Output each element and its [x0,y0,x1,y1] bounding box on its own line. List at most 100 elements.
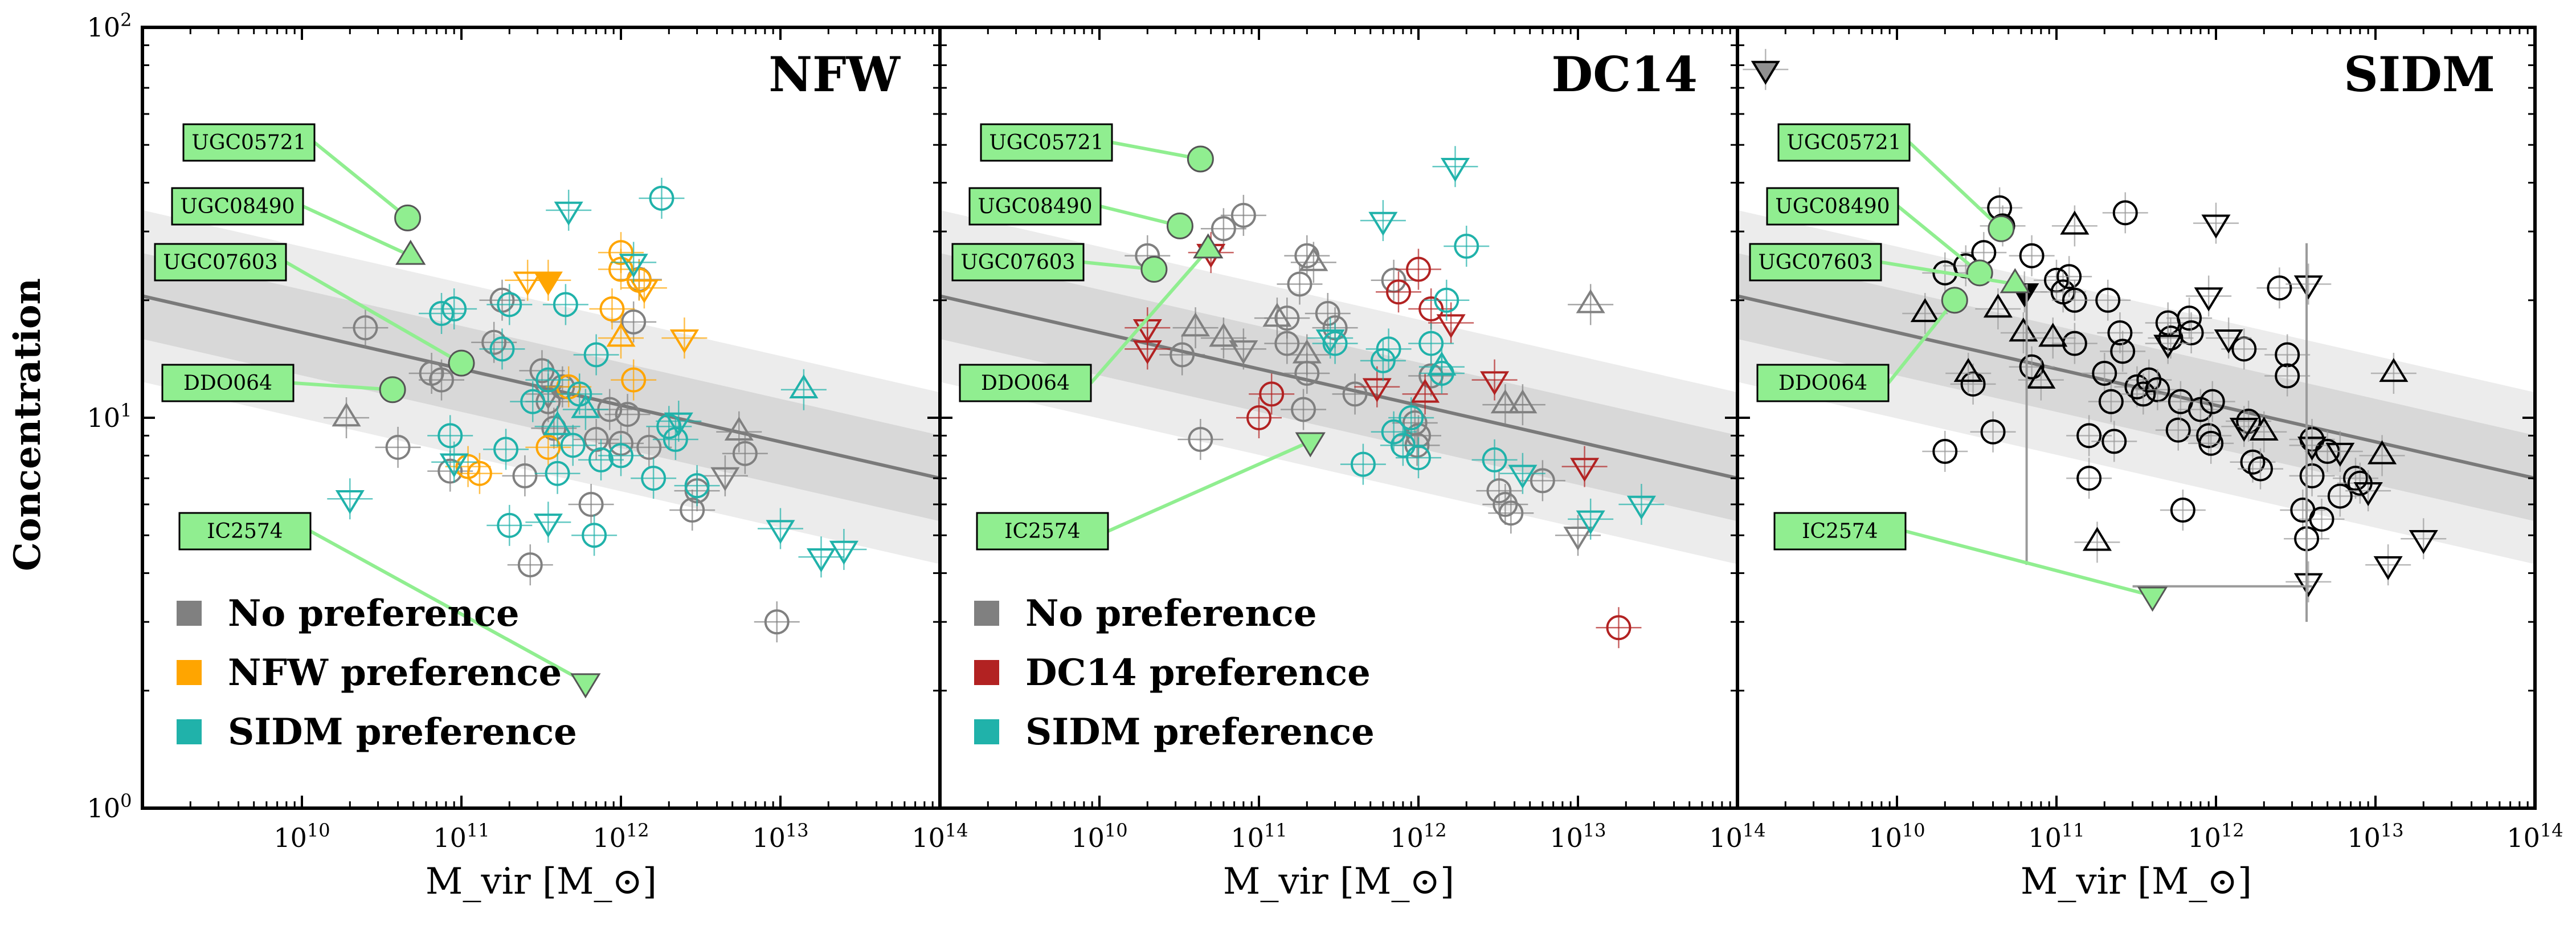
y-tick-label: 102 [87,9,132,43]
marker-circle [2267,275,2292,301]
marker-triangle-up [789,374,819,398]
data-point [431,441,477,483]
marker-circle [2076,466,2102,491]
marker-circle [615,402,640,427]
legend-swatch [974,660,999,685]
panel-title: DC14 [1551,46,1698,103]
galaxy-callout: DDO064 [1756,287,1968,402]
marker-circle [1606,615,1632,641]
data-point [324,397,370,438]
data-point [598,317,644,359]
marker-triangle-down [513,271,542,296]
marker-circle [2343,466,2369,491]
data-point [639,177,685,219]
marker-triangle-down [2353,482,2383,507]
marker-triangle-up [1508,389,1538,414]
marker-circle [467,461,492,486]
x-tick-label: 1014 [1709,820,1765,853]
data-point [1354,366,1400,408]
marker-triangle-down [1440,158,1470,182]
marker-circle [535,367,561,393]
marker-triangle-up [1299,247,1328,271]
callout-label: DDO064 [981,372,1070,395]
data-point [1236,397,1282,438]
marker-circle [1482,447,1507,472]
marker-circle [441,296,467,322]
marker-circle [2177,305,2202,331]
data-point [626,426,672,468]
marker-circle [2019,354,2045,380]
legend-label: SIDM preference [228,711,577,753]
legend-label: DC14 preference [1025,651,1371,694]
data-point [2221,406,2267,447]
callout-label: UGC05721 [989,131,1103,154]
y-axis-label: Concentration [6,278,49,571]
x-tick-label: 1012 [1390,820,1446,853]
marker-triangle-down [2293,275,2323,300]
data-point [2285,561,2332,602]
callout-label: UGC08490 [180,195,295,218]
callout-label: UGC07603 [163,251,277,274]
data-point [1281,389,1327,430]
data-point [1200,317,1246,359]
data-point [456,453,502,494]
highlighted-marker [570,673,601,699]
callout-box [1749,243,1882,282]
marker-circle [2248,456,2274,482]
data-point [2009,235,2055,276]
marker-circle [560,433,586,458]
x-tick-label: 1010 [1071,820,1127,853]
marker-triangle-up [2082,527,2112,551]
marker-circle [1498,500,1524,526]
highlighted-marker [1941,287,1968,314]
data-point [611,359,657,401]
data-point [486,504,533,546]
marker-triangle-down [1480,371,1510,396]
data-point [1902,292,1948,334]
data-point [2135,369,2181,410]
data-point [1396,248,1441,290]
data-point [2074,521,2120,563]
callout-line [1107,439,1311,533]
data-point [2359,435,2405,476]
marker-circle [1170,342,1195,368]
data-point [598,435,644,476]
callout-box [1777,123,1911,162]
data-point [342,307,389,349]
callout-label: IC2574 [1802,520,1878,543]
marker-triangle-up [571,394,600,418]
legend-swatch [177,719,202,744]
marker-circle [680,498,705,523]
data-point [1159,334,1205,376]
data-point [525,359,571,401]
data-point [1408,323,1454,364]
marker-triangle-up [2038,323,2068,347]
data-point [1471,439,1518,480]
callout-box [1756,364,1890,402]
marker-triangle-down [1576,510,1605,535]
data-point [2189,381,2235,422]
marker-circle [1932,439,1958,465]
data-point [2365,544,2411,586]
marker-circle [1406,445,1431,471]
data-point [674,465,720,507]
data-point [2256,267,2303,309]
callout-label: UGC07603 [960,251,1075,274]
data-point [525,259,571,301]
x-tick-label: 1010 [1868,820,1925,853]
marker-triangle-up [543,411,573,435]
galaxy-callout: UGC07603 [1749,243,2030,294]
marker-circle [1350,451,1376,477]
marker-circle [2240,449,2266,475]
marker-circle [545,461,570,486]
marker-circle [429,367,455,393]
marker-triangle-down [1362,378,1392,402]
data-point [427,450,473,492]
data-point [2100,331,2146,372]
callout-line [1100,205,1181,228]
data-point [573,419,619,461]
x-tick-label: 1014 [2507,820,2563,853]
callout-line [302,205,412,258]
data-point [2401,518,2447,560]
data-point [754,601,800,643]
